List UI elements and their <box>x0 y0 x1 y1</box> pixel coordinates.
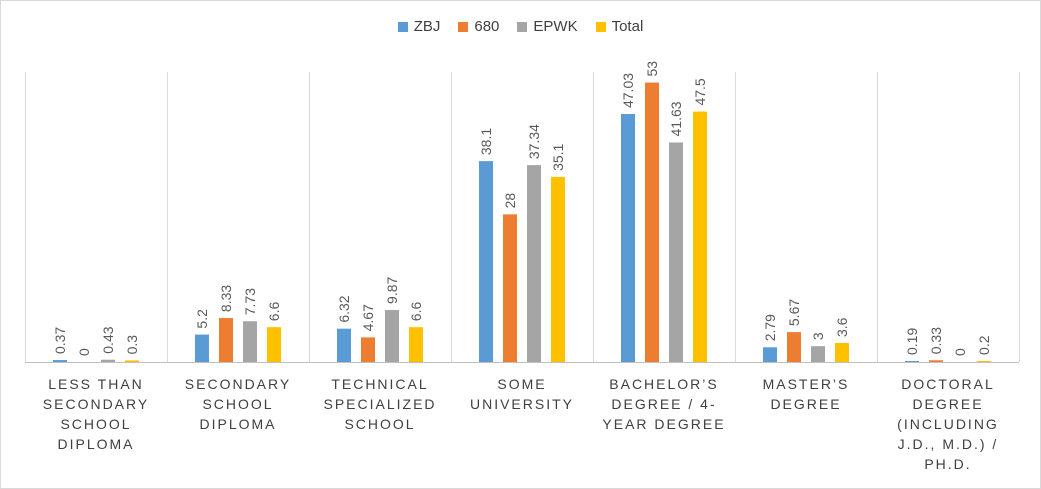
category-label-bachelors-degree: BACHELOR’S DEGREE / 4-YEAR DEGREE <box>602 376 726 432</box>
bar-total-2 <box>409 327 423 362</box>
data-label-680-5: 5.67 <box>786 299 802 326</box>
bar-total-5 <box>835 343 849 362</box>
data-label-total-6: 0.2 <box>976 335 992 355</box>
bar-epwk-1 <box>243 321 257 362</box>
data-label-zbj-2: 6.32 <box>336 295 352 322</box>
category-label-some-university: SOME UNIVERSITY <box>469 376 574 412</box>
data-label-epwk-5: 3 <box>810 332 826 340</box>
data-label-zbj-4: 47.03 <box>620 73 636 108</box>
data-label-epwk-4: 41.63 <box>668 101 684 136</box>
bar-zbj-1 <box>195 334 209 362</box>
legend-label-zbj: ZBJ <box>413 18 441 35</box>
data-label-total-3: 35.1 <box>550 143 566 170</box>
bar-total-6 <box>977 360 991 362</box>
legend-item-zbj: ZBJ <box>397 18 441 35</box>
legend-label-total: Total <box>611 18 644 35</box>
data-label-epwk-2: 9.87 <box>384 276 400 303</box>
data-label-total-0: 0.3 <box>124 335 140 355</box>
data-label-680-6: 0.33 <box>928 327 944 354</box>
bar-epwk-2 <box>385 309 399 362</box>
data-label-680-0: 0 <box>76 348 92 356</box>
data-label-680-4: 53 <box>644 61 660 77</box>
data-label-zbj-1: 5.2 <box>194 309 210 329</box>
legend-swatch-680 <box>458 21 469 32</box>
data-label-total-4: 47.5 <box>692 78 708 105</box>
bar-total-1 <box>267 327 281 362</box>
category-label-less-than-secondary: LESS THAN SECONDARY SCHOOL DIPLOMA <box>42 376 150 452</box>
legend-swatch-total <box>595 21 606 32</box>
data-label-epwk-0: 0.43 <box>100 326 116 353</box>
bar-epwk-0 <box>101 359 115 362</box>
bar-680-3 <box>503 214 517 362</box>
bar-zbj-5 <box>763 347 777 362</box>
data-label-680-1: 8.33 <box>218 285 234 312</box>
data-label-zbj-3: 38.1 <box>478 128 494 155</box>
category-label-doctoral-degree: DOCTORAL DEGREE (INCLUDING J.D., M.D.) /… <box>897 376 999 472</box>
bar-total-3 <box>551 176 565 362</box>
chart-legend: ZBJ 680 EPWK Total <box>0 18 1041 35</box>
bar-total-4 <box>693 111 707 362</box>
bar-total-0 <box>125 360 139 362</box>
data-label-zbj-6: 0.19 <box>904 328 920 355</box>
bar-epwk-4 <box>669 142 683 362</box>
bar-zbj-0 <box>53 360 67 362</box>
legend-item-epwk: EPWK <box>517 18 578 35</box>
category-label-technical-school: TECHNICAL SPECIALIZED SCHOOL <box>323 376 437 432</box>
legend-label-epwk: EPWK <box>533 18 578 35</box>
bar-680-5 <box>787 332 801 362</box>
bar-zbj-4 <box>621 114 635 362</box>
data-label-680-3: 28 <box>502 193 518 209</box>
data-label-epwk-3: 37.34 <box>526 124 542 159</box>
legend-item-680: 680 <box>458 18 499 35</box>
legend-item-total: Total <box>595 18 644 35</box>
legend-label-680: 680 <box>474 18 500 35</box>
data-label-total-5: 3.6 <box>834 317 850 337</box>
bar-zbj-6 <box>905 360 919 362</box>
bar-680-2 <box>361 337 375 362</box>
bar-zbj-3 <box>479 161 493 362</box>
bar-epwk-5 <box>811 346 825 362</box>
data-label-total-2: 6.6 <box>408 302 424 322</box>
bar-zbj-2 <box>337 328 351 362</box>
legend-swatch-zbj <box>397 21 408 32</box>
data-label-epwk-1: 7.73 <box>242 288 258 315</box>
data-label-epwk-6: 0 <box>952 348 968 356</box>
bar-680-6 <box>929 360 943 362</box>
bar-680-1 <box>219 318 233 362</box>
data-label-total-1: 6.6 <box>266 302 282 322</box>
data-label-zbj-0: 0.37 <box>52 327 68 354</box>
data-label-680-2: 4.67 <box>360 304 376 331</box>
category-label-secondary-school: SECONDARY SCHOOL DIPLOMA <box>184 376 292 432</box>
legend-swatch-epwk <box>517 21 528 32</box>
bar-epwk-3 <box>527 165 541 362</box>
category-label-masters-degree: MASTER’S DEGREE <box>762 376 850 412</box>
bar-680-4 <box>645 82 659 362</box>
data-label-zbj-5: 2.79 <box>762 314 778 341</box>
